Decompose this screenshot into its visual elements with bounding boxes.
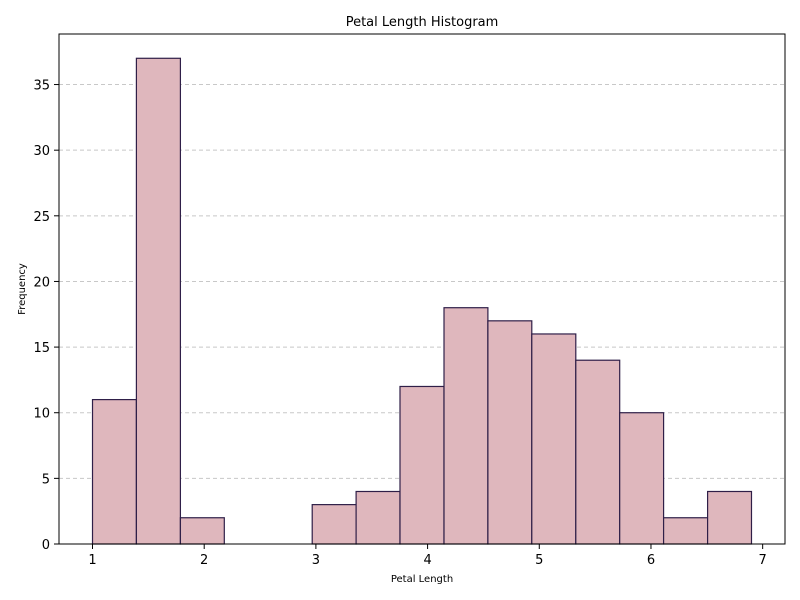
y-tick-label: 30 [33, 144, 50, 159]
chart-title: Petal Length Histogram [346, 15, 499, 30]
histogram-bar [311, 504, 357, 545]
histogram-bar [355, 490, 401, 545]
x-tick-label: 3 [312, 553, 320, 568]
x-tick-label: 5 [535, 553, 543, 568]
histogram-bar [531, 333, 577, 545]
histogram-bar [575, 359, 621, 545]
x-tick-label: 4 [423, 553, 431, 568]
y-tick-label: 25 [33, 210, 50, 225]
histogram-bar [619, 412, 665, 545]
histogram-bar [487, 320, 533, 545]
y-axis-ticks: 0 5 10 15 20 25 30 35 [33, 79, 59, 553]
histogram-bar [662, 517, 709, 545]
y-axis-label: Frequency [17, 263, 28, 315]
x-tick-label: 7 [759, 553, 767, 568]
plot-frame [58, 33, 786, 545]
histogram-bar [706, 490, 753, 545]
histogram-bar [135, 57, 182, 545]
histogram-bar [443, 307, 489, 545]
y-tick-label: 15 [33, 341, 50, 356]
bars [91, 57, 753, 545]
x-tick-label: 2 [200, 553, 208, 568]
x-axis-label: Petal Length [391, 574, 453, 585]
x-axis-ticks: 1 2 3 4 5 6 7 [88, 544, 767, 568]
histogram-bar [399, 385, 445, 545]
y-tick-label: 5 [42, 472, 50, 487]
y-tick-label: 35 [33, 79, 50, 94]
histogram-bar [179, 517, 225, 545]
y-tick-label: 20 [33, 275, 50, 290]
y-tick-label: 0 [42, 538, 50, 553]
x-tick-label: 1 [88, 553, 96, 568]
x-tick-label: 6 [647, 553, 655, 568]
y-tick-label: 10 [33, 407, 50, 422]
histogram-bar [91, 398, 138, 545]
